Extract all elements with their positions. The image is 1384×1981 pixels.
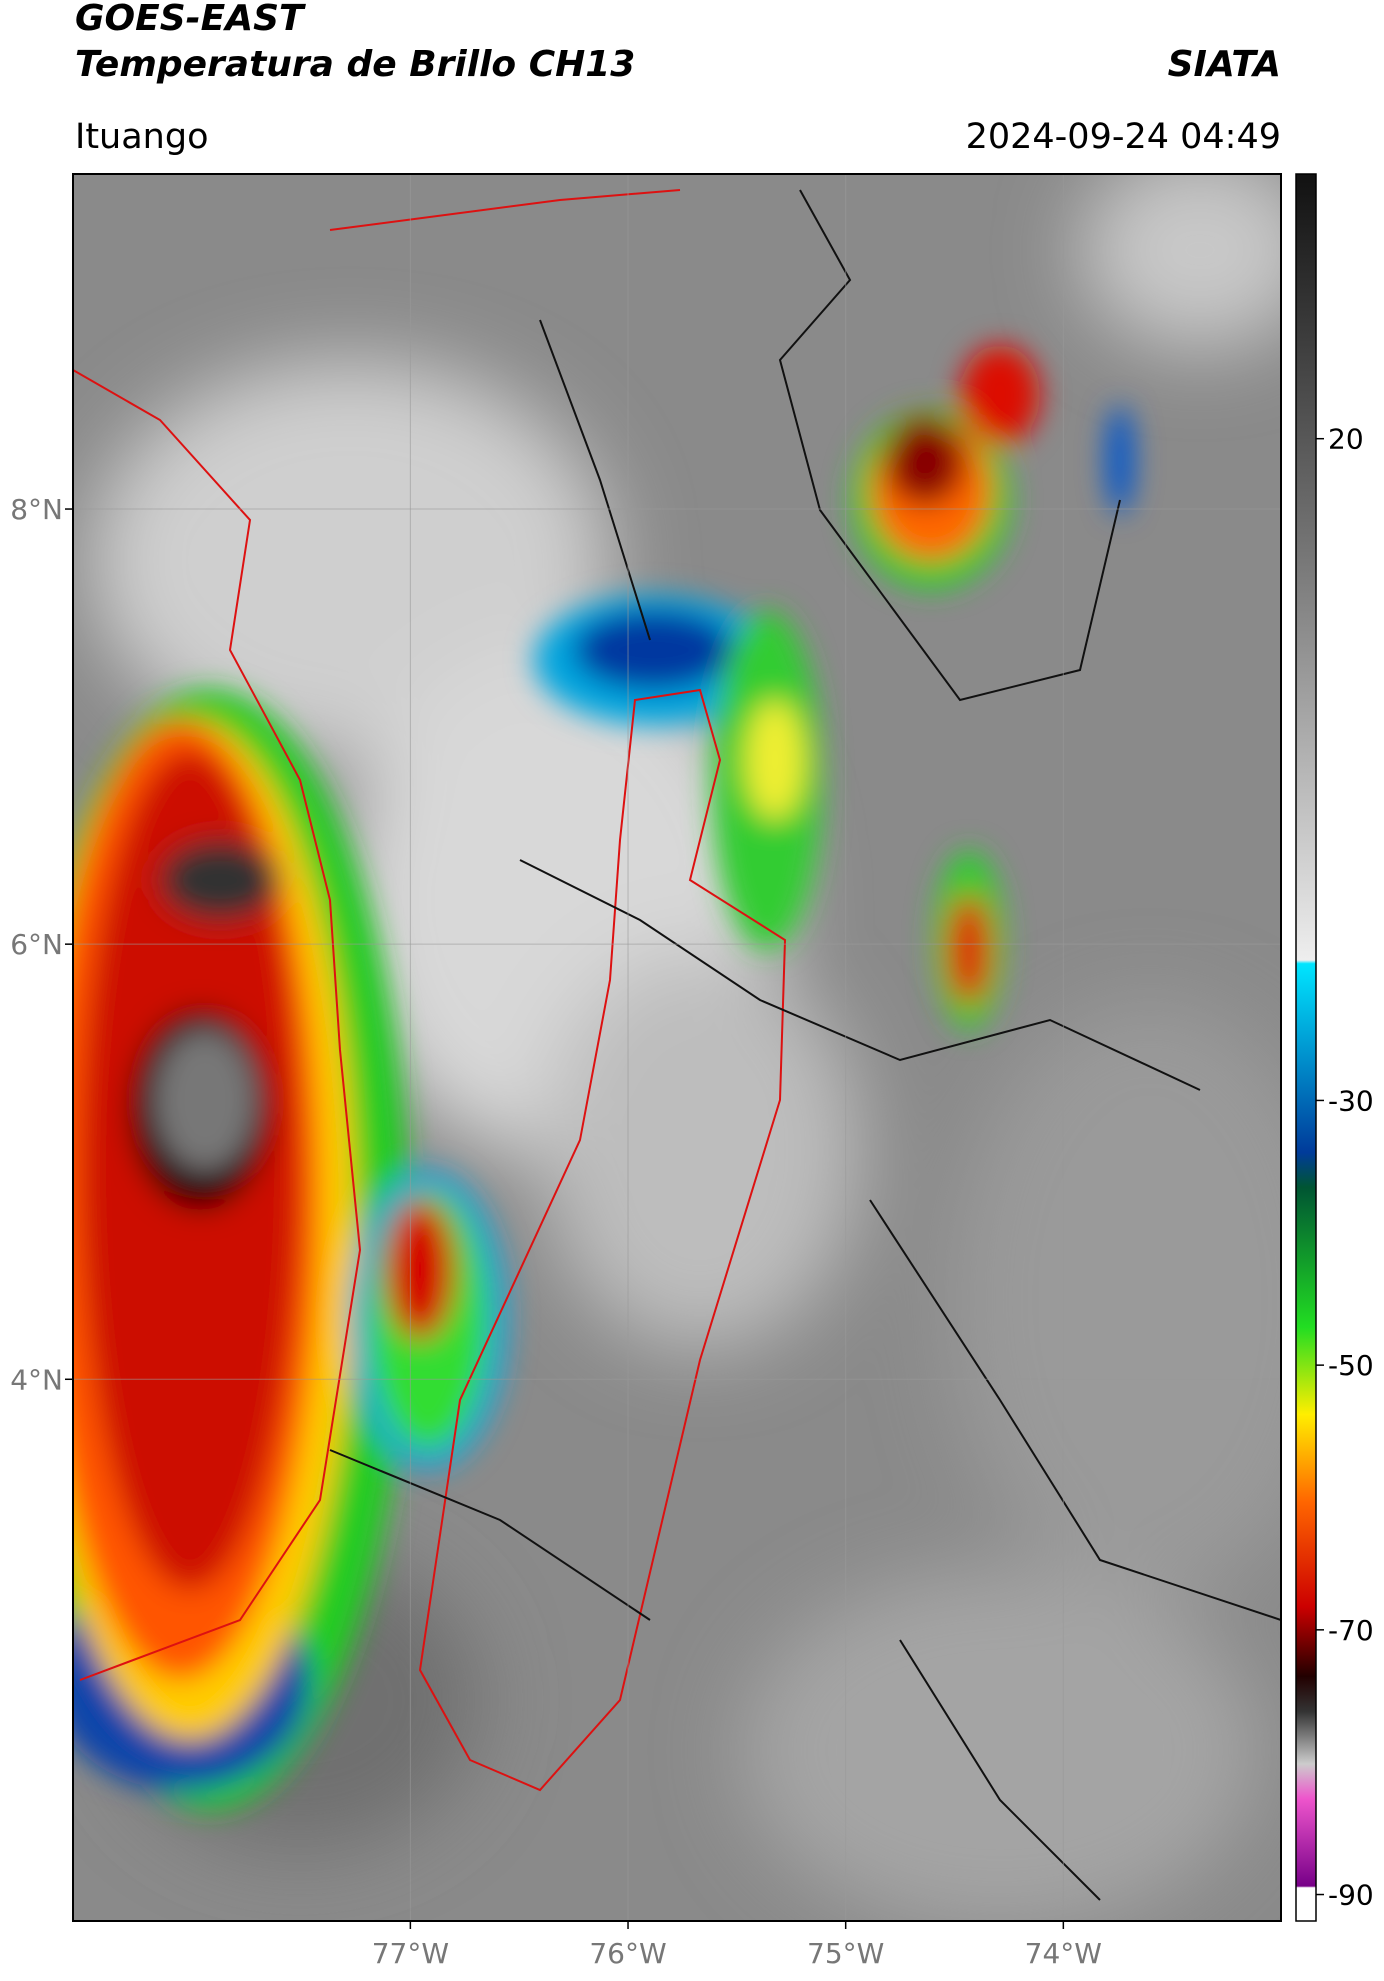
colorbar-tick-label: -30	[1328, 1084, 1374, 1117]
lat-tick-label: 6°N	[10, 928, 63, 961]
location: Ituango	[75, 117, 209, 157]
lat-tick-label: 8°N	[10, 493, 63, 526]
lon-tick-label: 77°W	[372, 1937, 449, 1970]
lon-tick-label: 76°W	[589, 1937, 666, 1970]
lat-tick-label: 4°N	[10, 1363, 63, 1396]
lon-tick-label: 75°W	[807, 1937, 884, 1970]
colorbar-tick-label: 20	[1328, 423, 1364, 456]
colorbar-tick-label: -90	[1328, 1879, 1374, 1912]
lon-tick-label: 74°W	[1025, 1937, 1102, 1970]
subtitle: Temperatura de Brillo CH13	[75, 44, 635, 85]
colorbar	[1295, 173, 1317, 1922]
grid	[73, 174, 1281, 1921]
datetime: 2024-09-24 04:49	[966, 117, 1281, 157]
map-frame	[72, 173, 1282, 1922]
satellite-image	[73, 174, 1281, 1921]
colorbar-tick-label: -50	[1328, 1349, 1374, 1382]
title: GOES-EAST	[75, 0, 306, 39]
colorbar-tick-label: -70	[1328, 1614, 1374, 1647]
source: SIATA	[1168, 44, 1281, 85]
